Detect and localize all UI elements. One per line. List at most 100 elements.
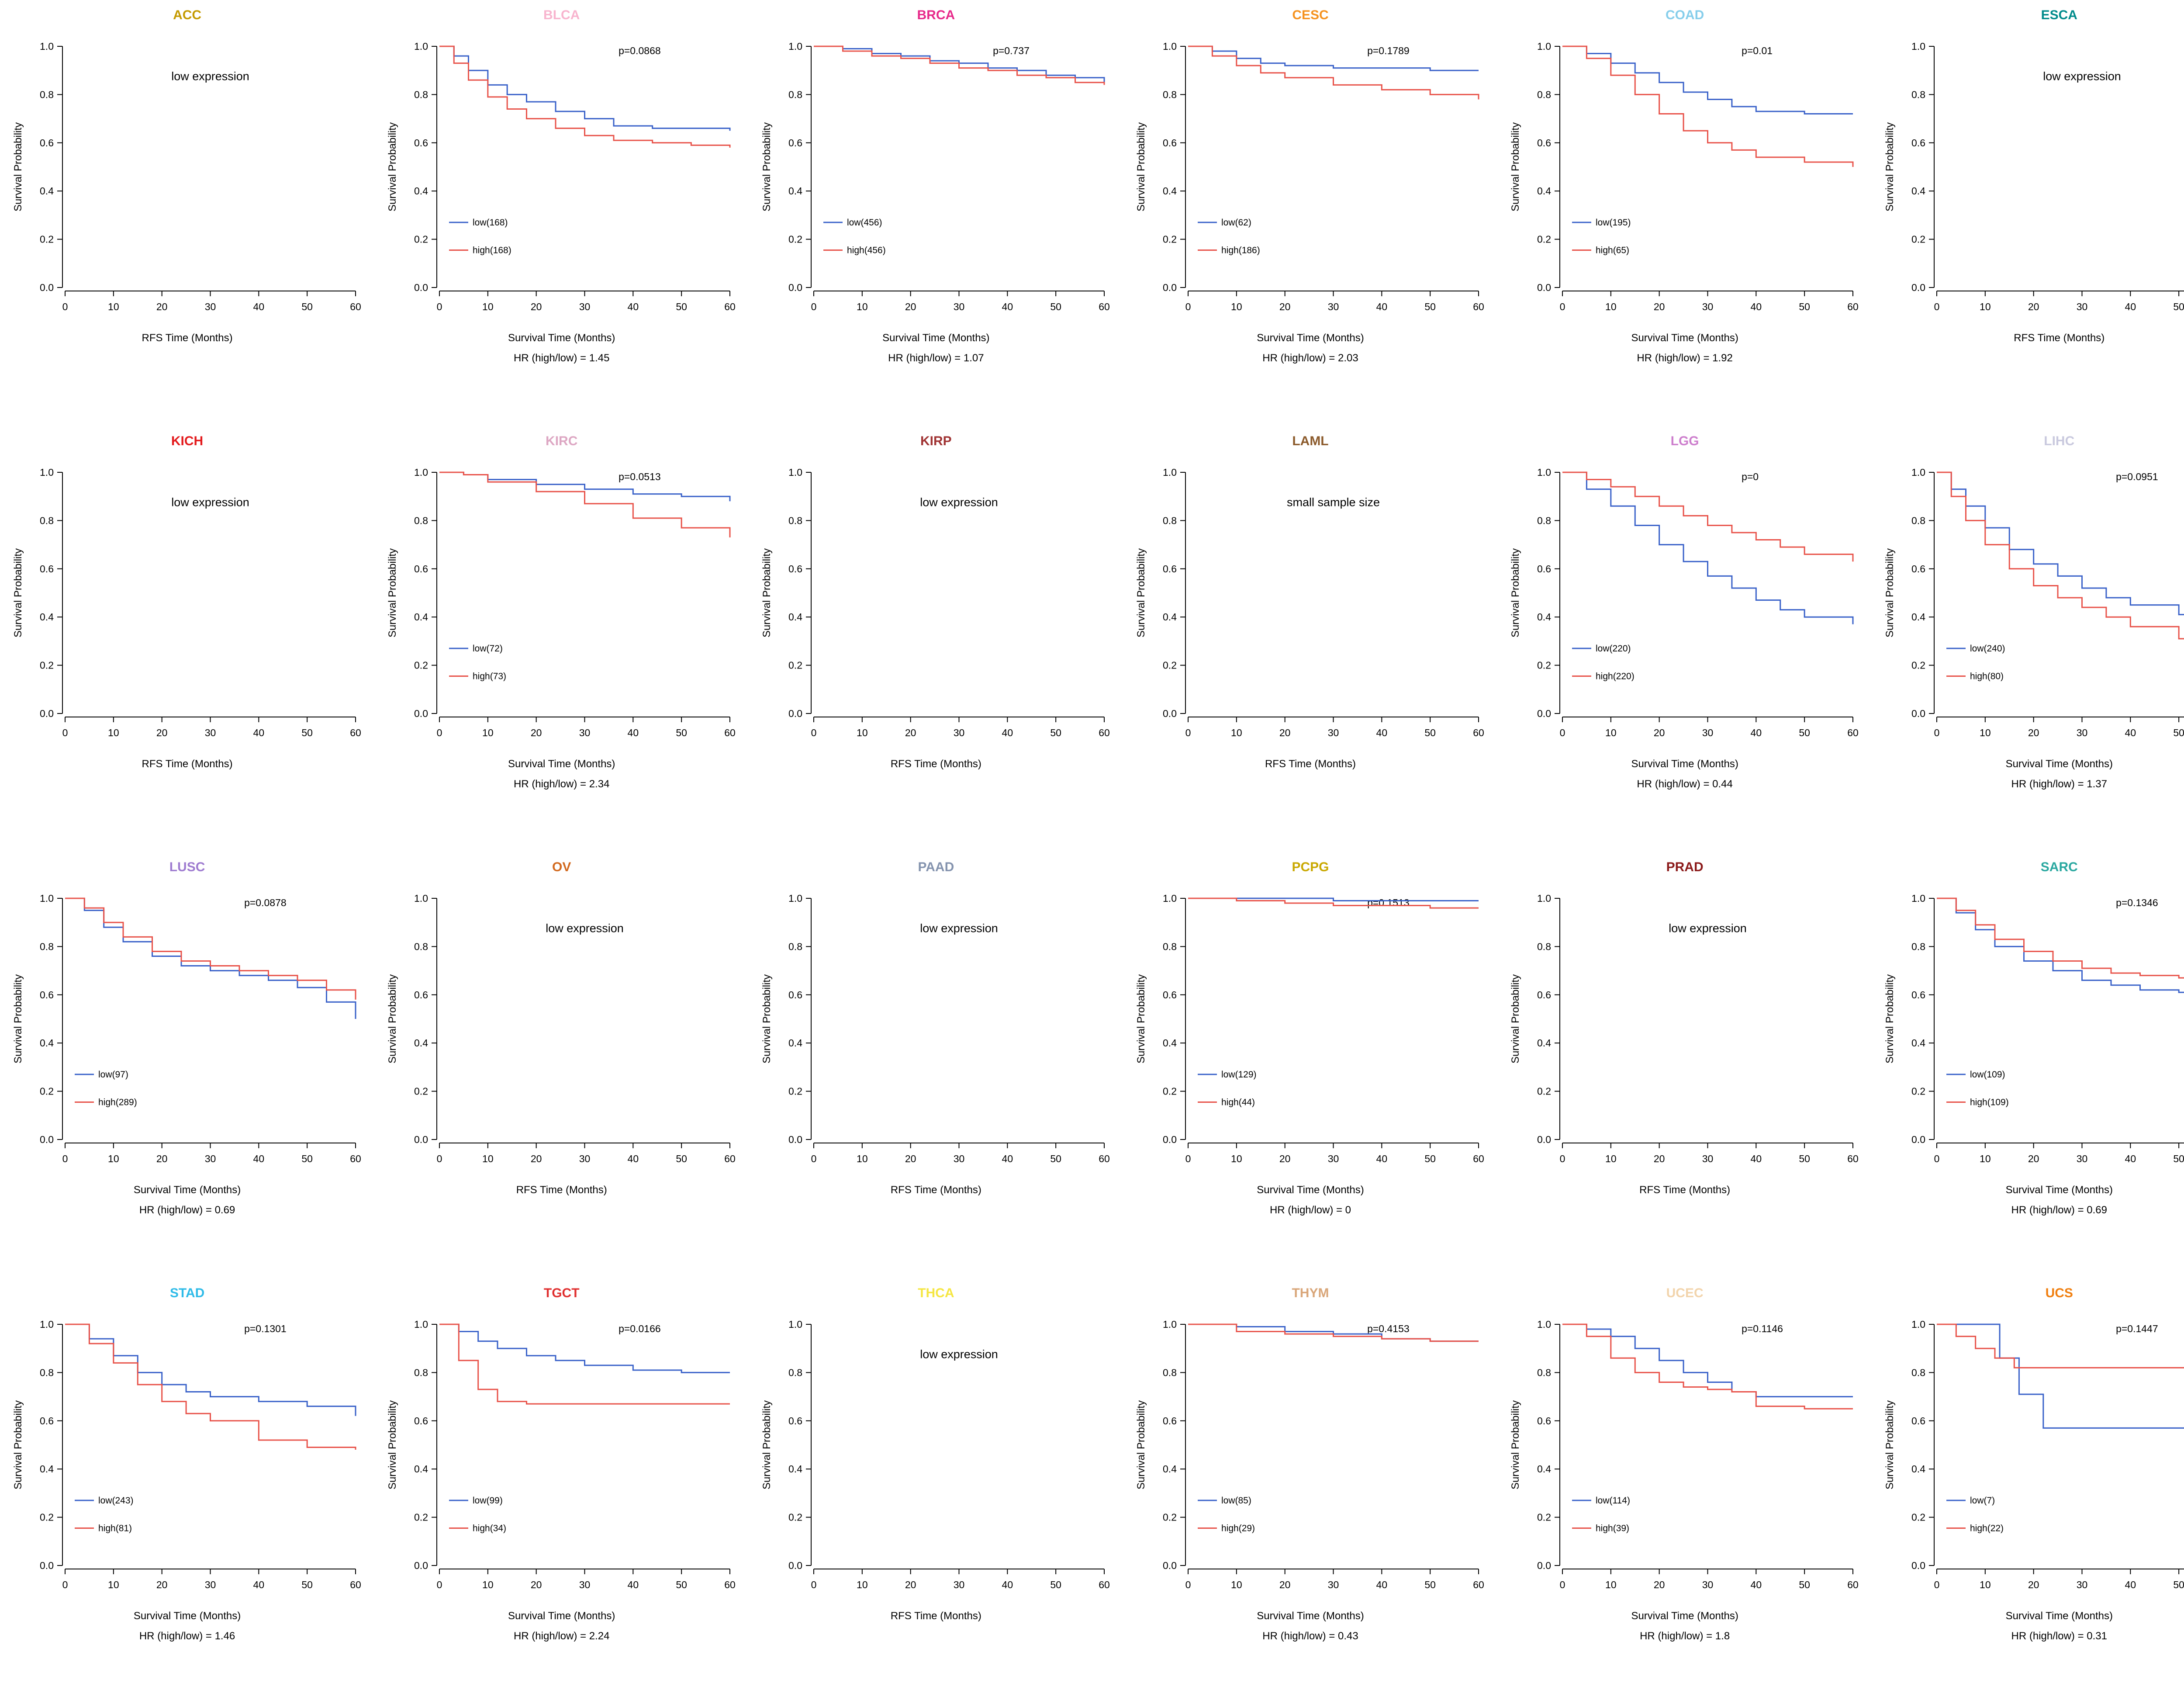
panel-title: KIRP <box>920 434 952 448</box>
x-axis-title: Survival Time (Months) <box>1257 332 1364 344</box>
y-tick-label: 0.2 <box>788 1086 802 1097</box>
y-tick-label: 0.2 <box>1163 660 1177 671</box>
hazard-ratio-label: HR (high/low) = 0.43 <box>1262 1630 1358 1642</box>
x-tick-label: 10 <box>108 1153 119 1164</box>
x-axis-title: Survival Time (Months) <box>1631 758 1738 770</box>
y-tick-label: 0.6 <box>1163 1415 1177 1427</box>
km-plot: 1.0 0.8 0.6 0.4 0.2 0.0 Survival Probability 0 1… <box>1135 41 1484 312</box>
y-axis-title: Survival Probability <box>387 122 398 211</box>
x-tick-label: 50 <box>1424 301 1436 312</box>
x-tick-label: 60 <box>1473 301 1484 312</box>
x-tick-label: 60 <box>350 1579 361 1590</box>
y-tick-label: 0.0 <box>40 282 54 293</box>
x-tick-label: 50 <box>2174 727 2184 738</box>
y-tick-label: 0.2 <box>788 660 802 671</box>
y-tick-label: 1.0 <box>1537 893 1551 904</box>
x-axis-title: RFS Time (Months) <box>890 1610 981 1622</box>
y-tick-label: 0.8 <box>1911 941 1925 952</box>
x-tick-label: 30 <box>204 301 216 312</box>
km-curve-high <box>813 45 1105 85</box>
legend-label-high: high(220) <box>1596 671 1635 681</box>
panel-title: BRCA <box>917 8 955 22</box>
legend-label-low: low(7) <box>1970 1496 1995 1506</box>
y-tick-label: 0.6 <box>414 1415 428 1427</box>
y-tick-label: 0.2 <box>414 1512 428 1523</box>
y-tick-label: 0.4 <box>1163 1037 1177 1049</box>
y-tick-label: 0.4 <box>788 1463 802 1475</box>
y-tick-label: 0.2 <box>40 660 54 671</box>
panel-TGCT: TGCT 1.0 0.8 0.6 0.4 0.2 0.0 Survival Probabili… <box>374 1278 749 1704</box>
x-tick-label: 40 <box>2125 727 2136 738</box>
y-tick-label: 0.8 <box>788 1367 802 1378</box>
y-axis-title: Survival Probability <box>387 1400 398 1489</box>
km-plot: 1.0 0.8 0.6 0.4 0.2 0.0 Survival Probability 0 1… <box>12 467 361 738</box>
p-value: p=0.1513 <box>1367 897 1410 908</box>
y-axis-title: Survival Probability <box>1135 548 1147 637</box>
y-axis-title: Survival Probability <box>1884 974 1896 1063</box>
legend-label-low: low(72) <box>473 644 503 654</box>
legend-label-low: low(129) <box>1221 1070 1257 1080</box>
y-tick-label: 0.2 <box>1911 1086 1925 1097</box>
x-tick-label: 40 <box>1002 301 1013 312</box>
x-tick-label: 20 <box>156 727 167 738</box>
km-curve-low <box>1562 45 1853 115</box>
x-tick-label: 50 <box>2174 1579 2184 1590</box>
hazard-ratio-label: HR (high/low) = 0.44 <box>1637 778 1733 790</box>
y-tick-label: 0.2 <box>1911 234 1925 245</box>
y-tick-label: 0.8 <box>1911 1367 1925 1378</box>
panel-title: PAAD <box>918 860 954 874</box>
x-tick-label: 50 <box>1424 1153 1436 1164</box>
legend-label-low: low(456) <box>847 218 882 228</box>
panel-THYM: THYM 1.0 0.8 0.6 0.4 0.2 0.0 Survival Probabili… <box>1123 1278 1497 1704</box>
y-tick-label: 0.2 <box>414 234 428 245</box>
hazard-ratio-label: HR (high/low) = 1.8 <box>1640 1630 1730 1642</box>
y-tick-label: 0.6 <box>788 137 802 149</box>
x-tick-label: 60 <box>1473 1579 1484 1590</box>
x-tick-label: 0 <box>1560 727 1565 738</box>
panel-message: low expression <box>920 495 998 509</box>
x-tick-label: 50 <box>1799 1579 1810 1590</box>
x-tick-label: 30 <box>2077 1153 2088 1164</box>
x-tick-label: 60 <box>350 1153 361 1164</box>
y-tick-label: 0.0 <box>40 1134 54 1145</box>
x-tick-label: 30 <box>954 1579 965 1590</box>
km-curve-high <box>439 45 731 148</box>
km-plot: 1.0 0.8 0.6 0.4 0.2 0.0 Survival Probability 0 1… <box>387 41 736 312</box>
p-value: p=0.737 <box>993 45 1030 56</box>
km-curve-low <box>1188 45 1479 71</box>
panel-message: low expression <box>171 495 249 509</box>
panel-LUSC: LUSC 1.0 0.8 0.6 0.4 0.2 0.0 Survival Probabili… <box>0 852 374 1278</box>
x-tick-label: 30 <box>954 301 965 312</box>
y-tick-label: 0.8 <box>788 941 802 952</box>
x-tick-label: 0 <box>436 727 442 738</box>
x-tick-label: 60 <box>1099 1579 1110 1590</box>
y-tick-label: 0.0 <box>1163 1560 1177 1571</box>
y-tick-label: 1.0 <box>1163 1319 1177 1330</box>
panel-title: STAD <box>169 1286 205 1300</box>
y-tick-label: 0.8 <box>1537 515 1551 526</box>
x-tick-label: 50 <box>1799 1153 1810 1164</box>
y-tick-label: 1.0 <box>788 1319 802 1330</box>
x-tick-label: 20 <box>905 1153 916 1164</box>
x-axis-title: Survival Time (Months) <box>508 332 615 344</box>
x-tick-label: 30 <box>954 727 965 738</box>
km-curve-high <box>1188 1323 1479 1342</box>
x-tick-label: 0 <box>1560 301 1565 312</box>
x-tick-label: 10 <box>482 727 494 738</box>
y-tick-label: 0.8 <box>40 515 54 526</box>
panel-title: KIRC <box>546 434 578 448</box>
y-tick-label: 0.8 <box>1911 89 1925 100</box>
x-tick-label: 60 <box>1847 727 1859 738</box>
km-plot: 1.0 0.8 0.6 0.4 0.2 0.0 Survival Probability 0 1… <box>1884 1319 2184 1590</box>
panel-message: low expression <box>2043 69 2121 83</box>
x-tick-label: 30 <box>2077 301 2088 312</box>
y-tick-label: 0.2 <box>40 1086 54 1097</box>
x-axis-title: Survival Time (Months) <box>133 1184 241 1196</box>
x-tick-label: 50 <box>301 727 313 738</box>
y-tick-label: 0.4 <box>788 611 802 623</box>
x-axis-title: Survival Time (Months) <box>1257 1184 1364 1196</box>
panel-title: LUSC <box>169 860 205 874</box>
p-value: p=0.1447 <box>2116 1323 2158 1334</box>
x-tick-label: 0 <box>811 1579 816 1590</box>
panel-PCPG: PCPG 1.0 0.8 0.6 0.4 0.2 0.0 Survival Probabili… <box>1123 852 1497 1278</box>
